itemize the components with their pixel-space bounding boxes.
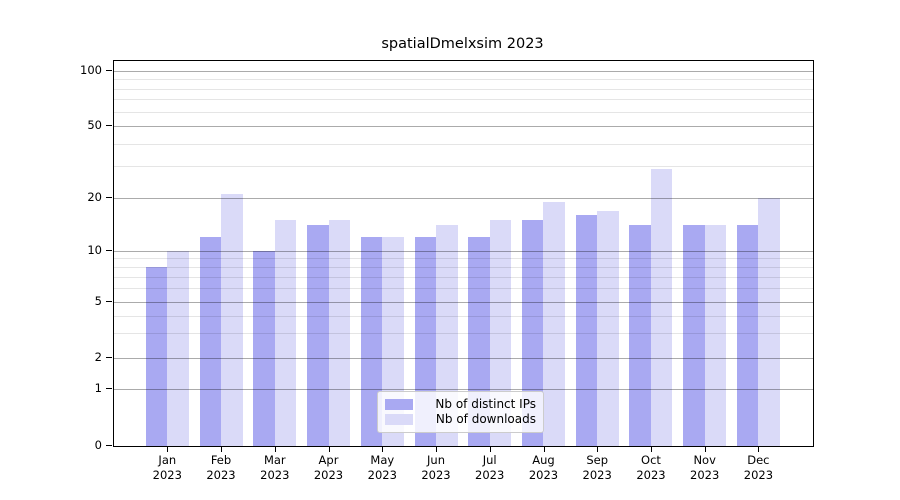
minor-gridline	[114, 143, 813, 145]
legend: Nb of distinct IPs Nb of downloads	[377, 391, 544, 433]
x-tick-label: May 2023	[367, 453, 397, 482]
x-tick	[221, 446, 222, 452]
bar-downloads-oct	[650, 168, 673, 446]
y-tick-label: 0	[94, 438, 102, 452]
major-gridline	[114, 198, 813, 200]
major-gridline	[114, 358, 813, 360]
plot-area: Nb of distinct IPs Nb of downloads	[113, 60, 814, 447]
y-tick	[106, 388, 112, 390]
y-tick-label: 20	[87, 190, 102, 205]
x-tick	[543, 446, 545, 452]
chart-title: spatialDmelxsim 2023	[381, 36, 544, 52]
bar-downloads-sep	[597, 210, 619, 446]
bar-downloads-feb	[221, 194, 243, 446]
bar-ips-sep	[575, 215, 598, 446]
x-tick-label: Sep 2023	[582, 453, 612, 482]
grid-layer	[114, 61, 813, 446]
major-gridline	[114, 250, 813, 252]
bar-ips-apr	[307, 225, 329, 446]
y-tick-label: 100	[80, 63, 102, 77]
bar-ips-jul	[468, 236, 490, 446]
legend-swatch-distinct-ips	[385, 399, 413, 410]
x-tick	[274, 446, 276, 452]
x-tick-label: Oct 2023	[636, 453, 666, 482]
minor-gridline	[114, 88, 813, 90]
y-tick-label: 10	[87, 242, 102, 257]
legend-wrap: Nb of distinct IPs Nb of downloads	[114, 61, 813, 446]
minor-gridline	[114, 258, 813, 260]
y-tick-label: 2	[94, 350, 102, 365]
bar-ips-jun	[414, 236, 436, 446]
bar-ips-oct	[629, 225, 651, 446]
legend-row-downloads: Nb of downloads	[385, 412, 536, 427]
x-tick-label: Mar 2023	[260, 453, 290, 482]
bar-ips-may	[360, 236, 383, 446]
x-tick	[167, 446, 169, 452]
bar-downloads-dec	[758, 198, 780, 446]
minor-gridline	[114, 99, 813, 101]
y-tick-label: 5	[94, 293, 102, 308]
bar-ips-feb	[199, 236, 222, 446]
x-tick-label: Aug 2023	[528, 453, 559, 482]
x-tick	[758, 446, 760, 452]
bar-downloads-apr	[328, 219, 351, 446]
bar-ips-jan	[145, 267, 168, 446]
y-tick-label: 1	[94, 381, 102, 396]
bar-downloads-nov	[704, 225, 727, 446]
legend-swatch-downloads	[385, 414, 413, 425]
bar-ips-mar	[253, 250, 275, 446]
bar-downloads-may	[382, 236, 404, 446]
x-tick	[436, 446, 437, 452]
minor-gridline	[114, 267, 813, 268]
x-tick-label: Jun 2023	[421, 453, 451, 482]
bar-downloads-jul	[489, 219, 512, 446]
major-gridline	[114, 71, 813, 72]
x-tick	[328, 446, 330, 452]
minor-gridline	[114, 276, 813, 278]
legend-label-distinct-ips: Nb of distinct IPs	[435, 397, 536, 411]
bar-ips-aug	[521, 219, 544, 446]
major-gridline	[114, 389, 813, 391]
x-tick	[651, 446, 652, 452]
minor-gridline	[114, 111, 813, 113]
y-tick	[106, 197, 112, 199]
x-tick-label: Jul 2023	[475, 453, 505, 482]
y-tick	[106, 70, 112, 71]
bars-layer	[114, 61, 813, 446]
x-tick	[382, 446, 384, 452]
x-tick	[704, 446, 706, 452]
x-tick-label: Apr 2023	[313, 453, 344, 482]
y-tick	[106, 300, 112, 302]
x-tick-label: Nov 2023	[690, 453, 720, 482]
minor-gridline	[114, 288, 813, 290]
y-tick	[106, 357, 112, 359]
x-tick	[597, 446, 599, 452]
minor-gridline	[114, 333, 813, 335]
minor-gridline	[114, 79, 813, 81]
bar-downloads-jun	[436, 225, 458, 446]
y-tick-label: 50	[87, 117, 102, 132]
bar-downloads-jan	[167, 250, 189, 446]
y-tick	[106, 249, 112, 251]
x-tick-label: Dec 2023	[743, 453, 774, 482]
major-gridline	[114, 301, 813, 303]
bar-downloads-mar	[274, 219, 297, 446]
x-tick-label: Feb 2023	[206, 453, 236, 482]
minor-gridline	[114, 315, 813, 317]
x-tick	[489, 446, 491, 452]
legend-row-distinct-ips: Nb of distinct IPs	[385, 397, 536, 412]
bar-downloads-aug	[543, 202, 565, 446]
major-gridline	[114, 125, 813, 127]
bar-ips-nov	[683, 225, 705, 446]
minor-gridline	[114, 166, 813, 168]
y-tick	[106, 124, 112, 126]
legend-label-downloads: Nb of downloads	[435, 412, 536, 426]
x-tick-label: Jan 2023	[152, 453, 182, 482]
bar-ips-dec	[736, 225, 759, 446]
y-tick	[106, 445, 112, 446]
